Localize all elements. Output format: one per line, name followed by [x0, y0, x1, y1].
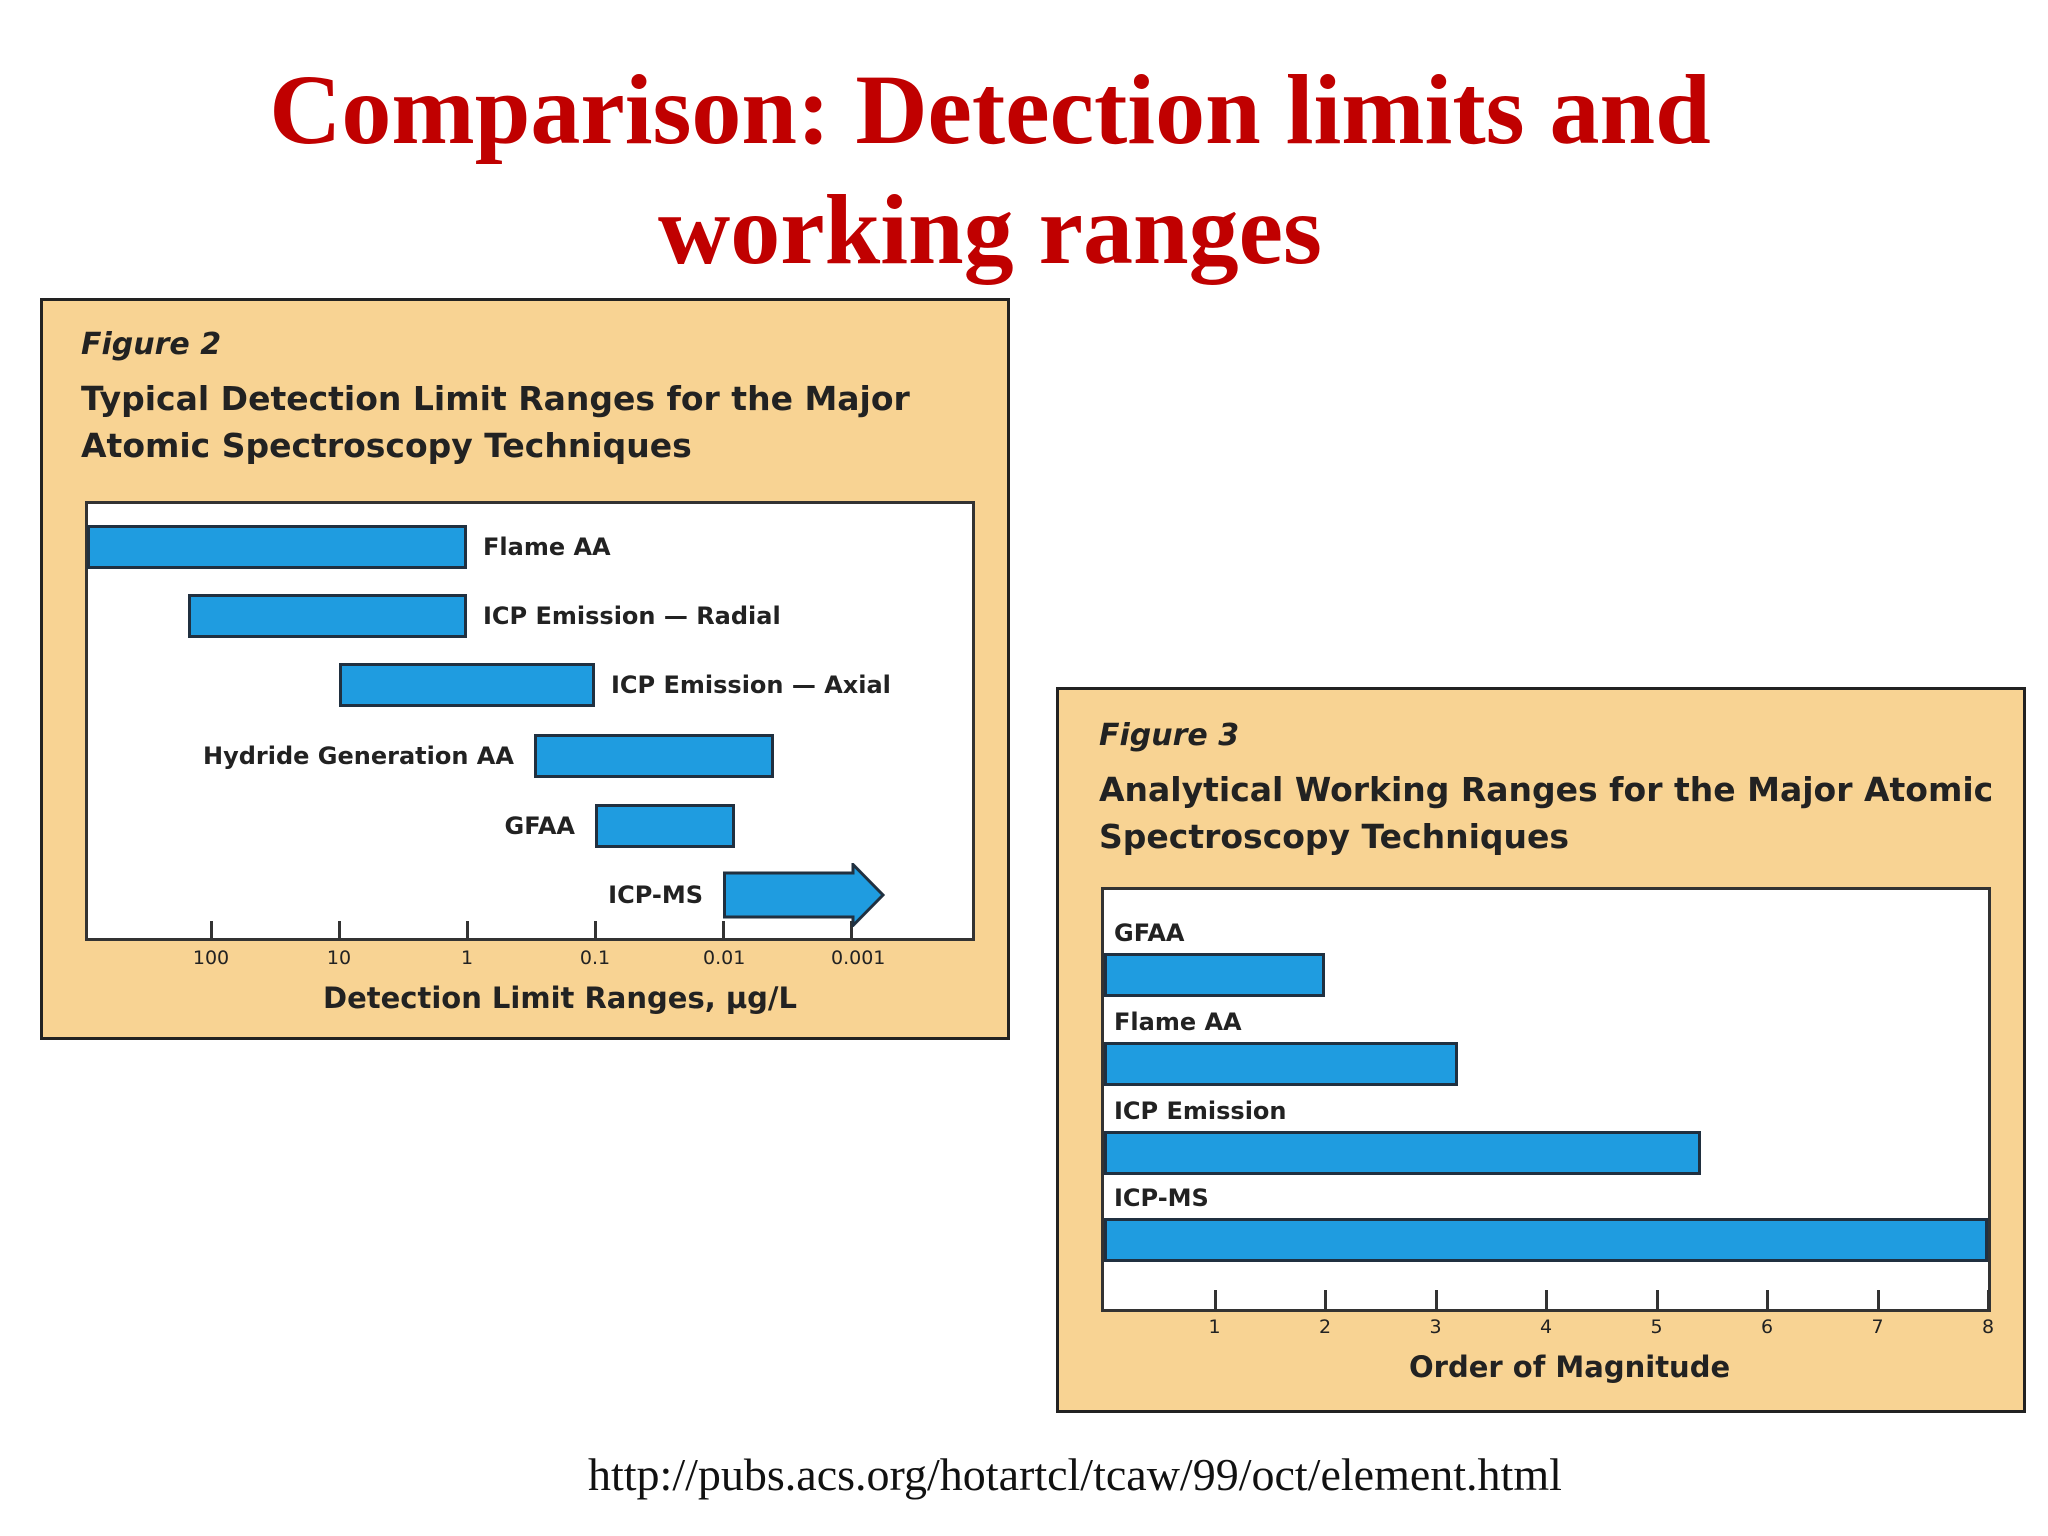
figure-2-tick-mark [722, 921, 725, 941]
figure-2-tick-label: 100 [192, 947, 230, 969]
figure-3-tick-label: 1 [1208, 1316, 1221, 1338]
figure-2-tick-mark [210, 921, 213, 941]
figure-2-bar [533, 734, 774, 778]
figure-2-title: Typical Detection Limit Ranges for the M… [81, 375, 910, 469]
figure-3-tick-label: 4 [1539, 1316, 1553, 1338]
figure-2-tick-label: 10 [326, 947, 352, 969]
figure-2-tick-mark [850, 921, 853, 941]
figure-2-bar-label: ICP Emission — Radial [483, 602, 781, 630]
figure-2-bar-label: Hydride Generation AA [203, 742, 514, 770]
figure-2-tick-mark [466, 921, 469, 941]
figure-2-plot-area [85, 501, 975, 941]
figure-2-tick-label: 0.1 [579, 947, 611, 969]
slide-title: Comparison: Detection limits and working… [180, 50, 1800, 290]
figure-3-title-line2: Spectroscopy Techniques [1099, 817, 1570, 856]
figure-3-tick-label: 5 [1650, 1316, 1663, 1338]
figure-2-bar [188, 594, 467, 638]
figure-3-tick-label: 8 [1981, 1316, 1995, 1338]
figure-3-x-axis-label: Order of Magnitude [1409, 1350, 1731, 1384]
figure-3-tick-label: 2 [1318, 1316, 1332, 1338]
figure-2-tick-label: 1 [460, 947, 474, 969]
figure-3-bar [1104, 1042, 1458, 1086]
figure-2-tick-mark [338, 921, 341, 941]
figure-3-tick-mark [1655, 1290, 1659, 1312]
source-url: http://pubs.acs.org/hotartcl/tcaw/99/oct… [588, 1449, 1562, 1500]
figure-3-bar-label: Flame AA [1114, 1008, 1242, 1036]
figure-3-tick-mark [1987, 1290, 1990, 1312]
figure-2-title-line2: Atomic Spectroscopy Techniques [81, 426, 692, 465]
figure-3-bar [1104, 1131, 1701, 1175]
figure-3-title: Analytical Working Ranges for the Major … [1099, 766, 1993, 860]
figure-3-label: Figure 3 [1099, 718, 1240, 753]
figure-2-bar-label: ICP-MS [608, 881, 703, 909]
figure-2-tick-label: 0.01 [703, 947, 746, 969]
figure-3-tick-mark [1545, 1290, 1548, 1312]
figure-2-title-line1: Typical Detection Limit Ranges for the M… [81, 379, 910, 418]
figure-2-tick-mark [594, 921, 597, 941]
figure-2-x-axis-label: Detection Limit Ranges, µg/L [323, 981, 797, 1015]
figure-3-title-line1: Analytical Working Ranges for the Major … [1099, 770, 1994, 809]
figure-3-bar-label: GFAA [1114, 919, 1185, 947]
figure-2-label: Figure 2 [81, 327, 222, 362]
figure-3-tick-label: 6 [1760, 1316, 1774, 1338]
figure-3-tick-mark [1766, 1290, 1769, 1312]
figure-3-tick-label: 3 [1429, 1316, 1442, 1338]
figure-3-bar-label: ICP-MS [1114, 1184, 1209, 1212]
figure-3-tick-mark [1324, 1290, 1327, 1312]
figure-2-bar [339, 663, 595, 707]
figure-2-bar-label: GFAA [504, 812, 576, 840]
figure-3-bar [1104, 1218, 1988, 1262]
figure-3-panel: Figure 3 Analytical Working Ranges for t… [1056, 687, 2026, 1413]
figure-3-tick-mark [1434, 1290, 1438, 1312]
figure-2-panel: Figure 2 Typical Detection Limit Ranges … [40, 298, 1010, 1040]
figure-3-bar [1104, 953, 1325, 997]
figure-2-tick-label: 0.001 [831, 947, 886, 969]
figure-3-tick-mark [1213, 1290, 1217, 1312]
figure-2-bar-icp-ms-arrow [723, 863, 885, 927]
figure-2-bar-label: Flame AA [483, 533, 611, 561]
figure-2-bar [87, 525, 467, 569]
figure-3-tick-label: 7 [1871, 1316, 1884, 1338]
figure-3-bar-label: ICP Emission [1114, 1097, 1287, 1125]
slide-title-text: Comparison: Detection limits and working… [269, 54, 1711, 285]
figure-2-bar-label: ICP Emission — Axial [611, 671, 891, 699]
figure-3-tick-mark [1876, 1290, 1880, 1312]
figure-2-bar [595, 804, 736, 848]
